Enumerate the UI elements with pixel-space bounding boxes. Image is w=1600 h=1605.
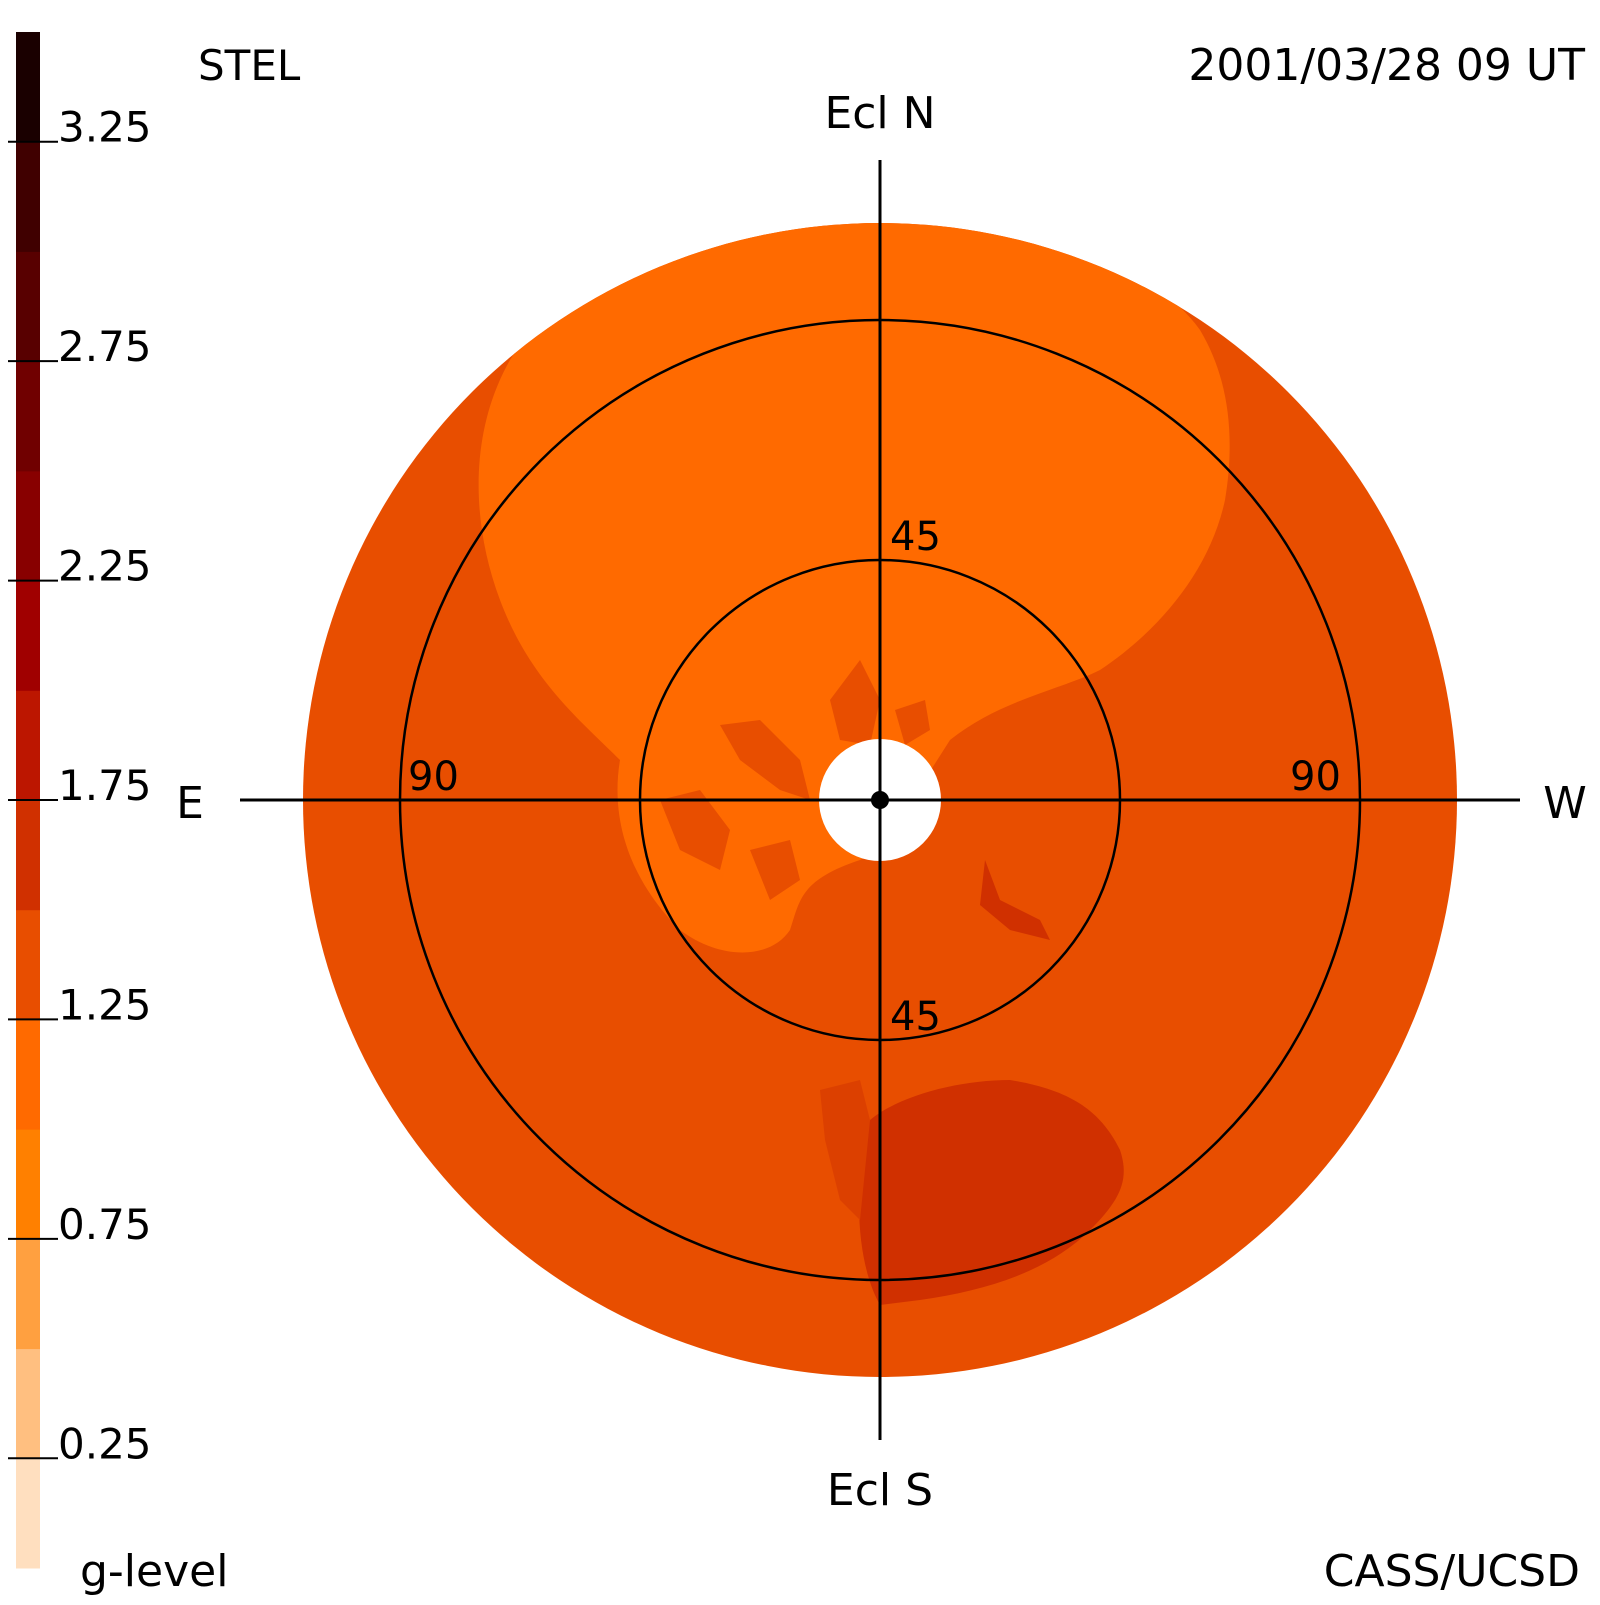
inner-spoke-region (895, 700, 930, 745)
colorbar-tick-label: 2.25 (58, 542, 152, 591)
timestamp-label: 2001/03/28 09 UT (1188, 40, 1585, 91)
colorbar-band (16, 1458, 40, 1569)
northern-lobe-region (478, 223, 1230, 953)
colorbar-band (16, 580, 40, 691)
colorbar-band (16, 909, 40, 1020)
direction-label-south: Ecl S (827, 1465, 933, 1516)
direction-label-east: E (176, 778, 204, 829)
inner-spoke-region (660, 790, 730, 870)
colorbar-band (16, 690, 40, 801)
inner-spoke-region (750, 840, 800, 900)
colorbar-band (16, 251, 40, 362)
colorbar-band (16, 1238, 40, 1350)
colorbar-band (16, 141, 40, 252)
direction-label-west: W (1543, 778, 1587, 829)
colorbar-band (16, 32, 40, 143)
colorbar (16, 32, 40, 1569)
colorbar-tick-label: 1.75 (58, 761, 152, 810)
colorbar-band (16, 1019, 40, 1130)
colorbar-tick-label: 2.75 (58, 322, 152, 371)
colorbar-tick-label: 3.25 (58, 103, 152, 152)
ring-label-90-east: 90 (408, 754, 459, 800)
colorbar-title: g-level (80, 1546, 228, 1597)
instrument-label: STEL (198, 41, 301, 90)
inner-spoke-region (980, 860, 1050, 940)
southern-enhancement-region (859, 1080, 1124, 1305)
colorbar-band (16, 1129, 40, 1240)
colorbar-tick-label: 1.25 (58, 980, 152, 1029)
ring-label-45-north: 45 (890, 514, 941, 560)
colorbar-band (16, 1348, 40, 1459)
inner-spoke-region (720, 720, 810, 800)
ring-label-90-west: 90 (1290, 754, 1341, 800)
ring-label-45-south: 45 (890, 994, 941, 1040)
colorbar-band (16, 470, 40, 582)
colorbar-band (16, 800, 40, 911)
sun-center-dot (871, 791, 889, 809)
colorbar-tick-label: 0.75 (58, 1200, 152, 1249)
credit-label: CASS/UCSD (1324, 1546, 1580, 1597)
direction-label-north: Ecl N (824, 88, 935, 139)
colorbar-tick-label: 0.25 (58, 1419, 152, 1468)
inner-spoke-region (830, 660, 880, 745)
southern-enhancement-region (820, 1080, 870, 1220)
colorbar-band (16, 361, 40, 472)
colorbar-ticks: 0.25 0.75 1.25 1.75 2.25 2.75 3.25 (8, 103, 152, 1468)
